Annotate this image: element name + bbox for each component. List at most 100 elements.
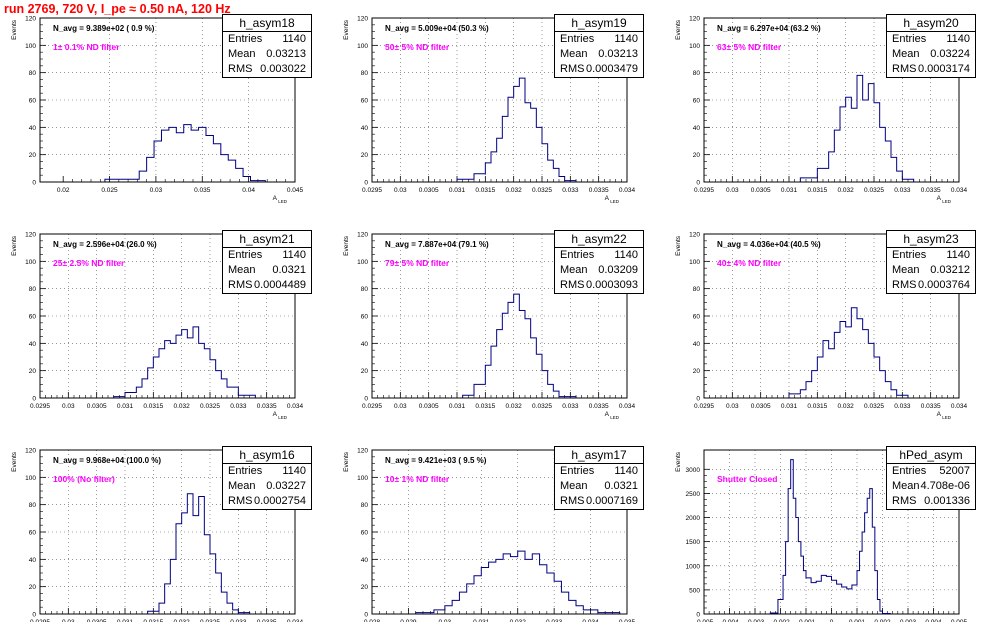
stats-label: Entries [892, 465, 927, 477]
stats-label: Mean [228, 264, 256, 276]
x-tick-label: 0.035 [619, 619, 636, 622]
y-axis-title: Events [11, 19, 18, 40]
y-tick-label: 40 [29, 125, 37, 132]
x-tick-label: 0.031 [449, 403, 466, 410]
x-tick-label: 0.0295 [694, 403, 714, 410]
y-tick-label: 40 [361, 557, 369, 564]
x-tick-label: 0.031 [473, 619, 490, 622]
y-tick-label: 120 [357, 16, 368, 23]
y-tick-label: 20 [361, 368, 369, 375]
y-tick-label: 2000 [686, 515, 701, 522]
stats-value: 0.03212 [930, 264, 970, 276]
x-tick-label: 0.005 [951, 619, 968, 622]
histogram-pad-h_asym18: 0.02 0.025 0.03 0.035 0.04 0.045 0 20 40 60 80 100 1… [11, 16, 304, 205]
navg-label: N_avg = 2.596e+04 (26.0 %) [53, 240, 157, 249]
stats-box-h_asym18: h_asym18 Entries 1140 Mean 0.03213 RMS 0.00302… [222, 14, 312, 78]
stats-label: Entries [892, 33, 927, 45]
x-tick-label: 0.0325 [864, 403, 884, 410]
stats-box-title: h_asym18 [223, 15, 311, 32]
y-tick-label: 20 [361, 152, 369, 159]
x-tick-label: 0.033 [230, 619, 247, 622]
stats-label: Mean [892, 48, 920, 60]
y-tick-label: 100 [25, 43, 36, 50]
stats-row-mean: Mean 0.03213 [223, 47, 311, 62]
x-tick-label: 0.0325 [200, 619, 220, 622]
stats-value: 0.0003093 [586, 279, 638, 291]
stats-box-hPed_asym: hPed_asym Entries 52007 Mean 4.708e-06 RMS 0.0… [886, 446, 976, 510]
x-tick-label: 0.0295 [362, 187, 382, 194]
y-tick-label: 40 [361, 341, 369, 348]
y-tick-label: 100 [357, 475, 368, 482]
stats-row-rms: RMS 0.0003764 [887, 278, 975, 293]
y-tick-label: 80 [693, 70, 701, 77]
y-tick-label: 20 [29, 152, 37, 159]
x-axis-title: A LED [605, 411, 620, 420]
histogram-pad-h_asym16: 0.0295 0.03 0.0305 0.031 0.0315 0.032 0.0325 0.… [11, 448, 304, 622]
y-tick-label: 120 [689, 16, 700, 23]
x-tick-label: 0.0295 [694, 187, 714, 194]
x-tick-label: 0.034 [582, 619, 599, 622]
stats-row-rms: RMS 0.0003479 [555, 62, 643, 77]
y-tick-label: 60 [361, 98, 369, 105]
stats-box-title: h_asym23 [887, 231, 975, 248]
y-tick-label: 20 [361, 584, 369, 591]
x-tick-label: -0.001 [797, 619, 816, 622]
x-tick-label: -0.005 [695, 619, 714, 622]
x-tick-label: 0.0295 [30, 403, 50, 410]
y-tick-label: 40 [693, 341, 701, 348]
y-tick-label: 1000 [686, 563, 701, 570]
navg-label: N_avg = 9.389e+02 ( 0.9 %) [53, 24, 155, 33]
x-tick-label: 0.0295 [362, 403, 382, 410]
x-tick-label: 0.035 [194, 187, 211, 194]
x-tick-label: -0.003 [746, 619, 765, 622]
y-tick-label: 120 [357, 448, 368, 455]
x-axis-title-subscript: LED [277, 415, 288, 420]
stats-value: 0.0004489 [254, 279, 306, 291]
stats-row-rms: RMS 0.0007169 [555, 494, 643, 509]
x-tick-label: 0.0335 [589, 403, 609, 410]
y-tick-label: 1500 [686, 539, 701, 546]
x-tick-label: 0.002 [874, 619, 891, 622]
x-tick-label: 0.034 [287, 403, 304, 410]
stats-value: 0.03224 [930, 48, 970, 60]
x-tick-label: 0.032 [838, 403, 855, 410]
stats-value: 0.0321 [604, 480, 638, 492]
y-tick-label: 60 [361, 314, 369, 321]
x-tick-label: 0.032 [510, 619, 527, 622]
y-tick-label: 40 [29, 341, 37, 348]
stats-value: 1140 [614, 465, 638, 477]
histogram-pad-h_asym23: 0.0295 0.03 0.0305 0.031 0.0315 0.032 0.0325 0.… [675, 232, 968, 421]
y-tick-label: 0 [32, 612, 36, 619]
x-tick-label: 0.004 [925, 619, 942, 622]
x-tick-label: 0.0295 [30, 619, 50, 622]
y-tick-label: 60 [29, 530, 37, 537]
stats-box-h_asym19: h_asym19 Entries 1140 Mean 0.03213 RMS 0.00034… [554, 14, 644, 78]
navg-label: N_avg = 6.297e+04 (63.2 %) [717, 24, 821, 33]
x-axis-title-subscript: LED [941, 199, 952, 204]
x-tick-label: 0.001 [849, 619, 866, 622]
navg-label: N_avg = 9.421e+03 ( 9.5 %) [385, 456, 487, 465]
y-tick-label: 120 [689, 232, 700, 239]
x-tick-label: 0.031 [117, 619, 134, 622]
stats-box-title: h_asym22 [555, 231, 643, 248]
stats-value: 0.001336 [924, 495, 970, 507]
stats-row-entries: Entries 1140 [223, 32, 311, 47]
stats-box-title: hPed_asym [887, 447, 975, 464]
y-axis-title: Events [675, 235, 682, 256]
x-tick-label: -0.002 [771, 619, 790, 622]
x-tick-label: 0.0325 [200, 403, 220, 410]
y-tick-label: 120 [357, 232, 368, 239]
y-tick-label: 100 [357, 43, 368, 50]
x-tick-label: 0.03 [62, 619, 75, 622]
y-tick-label: 80 [29, 70, 37, 77]
stats-row-mean: Mean 0.0321 [555, 479, 643, 494]
y-tick-label: 120 [25, 448, 36, 455]
x-tick-label: 0.0315 [475, 187, 495, 194]
stats-row-mean: Mean 0.03209 [555, 263, 643, 278]
x-tick-label: 0.032 [506, 187, 523, 194]
x-axis-title: A LED [937, 411, 952, 420]
x-tick-label: 0.0305 [751, 403, 771, 410]
x-tick-label: 0.0315 [807, 187, 827, 194]
stats-row-mean: Mean 0.03227 [223, 479, 311, 494]
x-tick-label: 0.033 [562, 403, 579, 410]
